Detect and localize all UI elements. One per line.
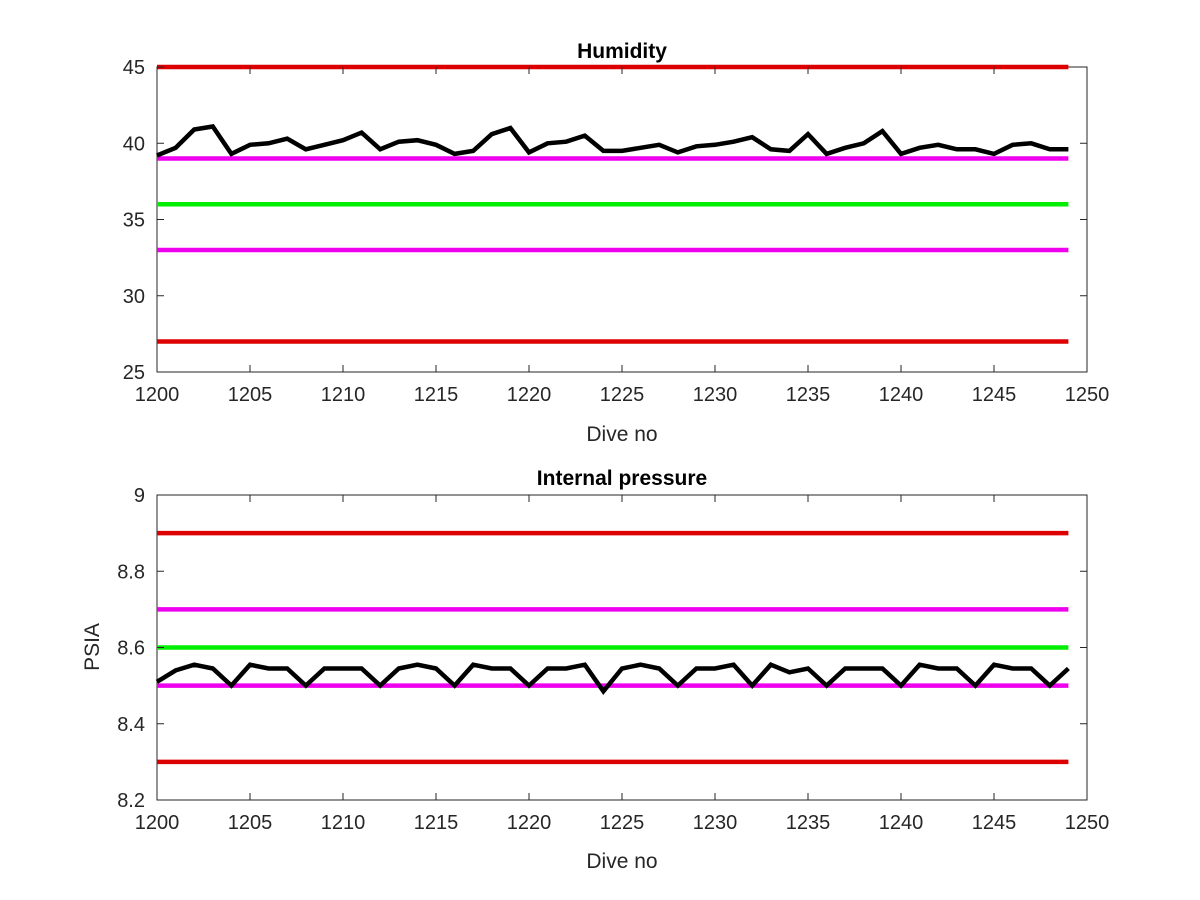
humidity-y-tick-label: 35 (123, 210, 145, 232)
pressure-tick-layer: 1200 1205 1210 1215 1220 1225 1230 1235 1240 1245… (117, 485, 1109, 834)
humidity-plot-area (156, 66, 1088, 373)
humidity-y-tick-label: 30 (123, 286, 145, 308)
humidity-series-layer (156, 64, 1069, 344)
pressure-x-tick-label: 1235 (786, 812, 831, 834)
pressure-x-tick-label: 1250 (1065, 812, 1110, 834)
humidity-x-tick-label: 1210 (321, 384, 366, 406)
humidity-x-tick-label: 1245 (972, 384, 1017, 406)
humidity-x-tick-label: 1240 (879, 384, 924, 406)
humidity-chart-title: Humidity (577, 40, 667, 63)
pressure-x-tick-label: 1245 (972, 812, 1017, 834)
internal-pressure-chart: 1200 1205 1210 1215 1220 1225 1230 1235 1240 1245… (81, 467, 1109, 873)
pressure-chart-title: Internal pressure (537, 467, 707, 490)
humidity-tick-layer: 1200 1205 1210 1215 1220 1225 1230 1235 1240 1245… (123, 57, 1110, 406)
humidity-x-tick-label: 1220 (507, 384, 552, 406)
humidity-x-axis-label: Dive no (586, 423, 657, 446)
pressure-x-tick-label: 1210 (321, 812, 366, 834)
pressure-y-tick-label: 8.8 (117, 561, 145, 583)
pressure-x-tick-label: 1225 (600, 812, 645, 834)
pressure-x-tick-label: 1230 (693, 812, 738, 834)
pressure-x-tick-label: 1200 (135, 812, 180, 834)
pressure-y-tick-label: 8.6 (117, 638, 145, 660)
humidity-x-tick-label: 1230 (693, 384, 738, 406)
humidity-y-tick-label: 40 (123, 133, 145, 155)
pressure-y-tick-label: 8.2 (117, 790, 145, 812)
pressure-y-tick-label: 8.4 (117, 714, 145, 736)
pressure-y-axis-label: PSIA (81, 623, 104, 671)
humidity-x-tick-label: 1215 (414, 384, 459, 406)
humidity-x-tick-label: 1205 (228, 384, 273, 406)
pressure-x-tick-label: 1205 (228, 812, 273, 834)
pressure-x-tick-label: 1215 (414, 812, 459, 834)
humidity-x-tick-label: 1235 (786, 384, 831, 406)
humidity-x-tick-label: 1200 (135, 384, 180, 406)
pressure-x-tick-label: 1240 (879, 812, 924, 834)
pressure-x-tick-label: 1220 (507, 812, 552, 834)
pressure-series-layer (155, 530, 1070, 765)
humidity-y-tick-label: 45 (123, 57, 145, 79)
humidity-measured-series-line (156, 124, 1069, 158)
pressure-x-axis-label: Dive no (586, 850, 657, 873)
pressure-y-tick-label: 9 (134, 485, 145, 507)
humidity-chart: 1200 1205 1210 1215 1220 1225 1230 1235 1240 1245… (123, 40, 1110, 446)
humidity-x-tick-label: 1225 (600, 384, 645, 406)
humidity-x-tick-label: 1250 (1065, 384, 1110, 406)
pressure-measured-series-line (155, 662, 1070, 696)
humidity-y-tick-label: 25 (123, 362, 145, 384)
